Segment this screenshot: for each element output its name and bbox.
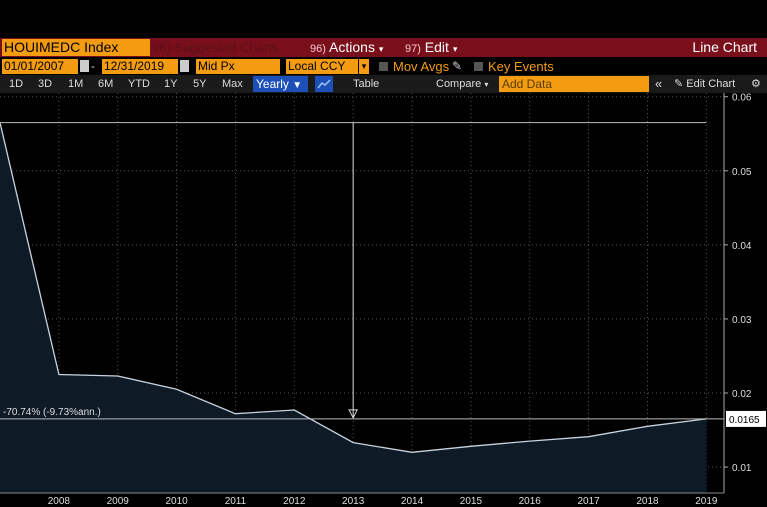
y-tick-label: 0.01	[732, 463, 752, 474]
edit-menu[interactable]: 97) Edit ▾	[405, 39, 457, 56]
ticker-field[interactable]: HOUIMEDC Index	[2, 39, 150, 56]
period-1d[interactable]: 1D	[9, 78, 24, 90]
series-area	[0, 122, 707, 493]
pencil-icon[interactable]: ✎	[452, 59, 463, 73]
x-tick-label: 2009	[107, 496, 130, 507]
mov-avgs-label[interactable]: Mov Avgs	[393, 59, 450, 74]
last-value-label: 0.0165	[729, 415, 760, 426]
chart-type-label: Line Chart	[692, 39, 757, 55]
x-axis-ticks: 2008 2009 2010 2011 2012 2013 2014 2015 2016 2017…	[0, 492, 724, 507]
toolbar-main	[0, 38, 767, 57]
last-value-box	[726, 410, 766, 427]
collapse-icon[interactable]: «	[655, 76, 663, 91]
x-tick-label: 2012	[283, 496, 306, 507]
period-max[interactable]: Max	[222, 78, 243, 90]
period-ytd[interactable]: YTD	[128, 78, 150, 90]
mov-avgs-checkbox[interactable]	[379, 62, 388, 71]
chevron-down-icon: ▾	[484, 80, 489, 89]
x-tick-label: 2013	[342, 496, 365, 507]
change-annotation: -70.74% (-9.73%ann.)	[3, 407, 101, 418]
compare-label: Compare	[436, 78, 482, 90]
date-separator: -	[91, 59, 95, 73]
period-3d[interactable]: 3D	[38, 78, 53, 90]
x-tick-label: 2015	[460, 496, 483, 507]
field-select[interactable]: Mid Px	[196, 59, 280, 74]
period-bar	[0, 75, 767, 93]
add-data-input[interactable]: Add Data	[499, 76, 649, 92]
currency-select[interactable]: Local CCY	[286, 59, 358, 74]
arrow-head	[348, 409, 358, 420]
frequency-select[interactable]: Yearly ▼	[253, 76, 308, 92]
series-line	[0, 122, 707, 453]
x-tick-label: 2016	[519, 496, 542, 507]
gear-icon[interactable]: ⚙	[751, 78, 761, 90]
chevron-down-icon[interactable]: ▾	[359, 59, 369, 74]
y-tick-label: 0.04	[732, 241, 752, 252]
compare-menu[interactable]: Compare ▾	[436, 77, 488, 92]
calendar-icon[interactable]	[80, 60, 89, 72]
y-tick-label: 0.06	[732, 93, 752, 104]
y-axis-ticks: 0.01 0.02 0.03 0.04 0.05 0.06	[724, 93, 752, 474]
actions-menu[interactable]: 96) Actions ▾	[310, 39, 383, 56]
edit-chart-button[interactable]: ✎ Edit Chart	[674, 77, 735, 91]
x-tick-label: 2008	[48, 496, 71, 507]
y-tick-label: 0.02	[732, 389, 752, 400]
table-button[interactable]: Table	[353, 78, 380, 90]
edit-chart-label: Edit Chart	[686, 78, 736, 90]
chevron-down-icon: ▼	[292, 80, 303, 91]
period-1y[interactable]: 1Y	[164, 78, 178, 90]
period-1m[interactable]: 1M	[68, 78, 84, 90]
x-tick-label: 2014	[401, 496, 424, 507]
key-events-label[interactable]: Key Events	[488, 59, 554, 74]
x-tick-label: 2011	[225, 496, 247, 507]
chevron-down-icon: ▾	[378, 44, 384, 54]
line-chart-icon[interactable]	[315, 76, 333, 92]
period-6m[interactable]: 6M	[98, 78, 114, 90]
start-date-field[interactable]: 01/01/2007	[2, 59, 78, 74]
period-5y[interactable]: 5Y	[193, 78, 207, 90]
y-tick-label: 0.05	[732, 167, 752, 178]
x-tick-label: 2010	[165, 496, 188, 507]
actions-number: 96)	[310, 43, 326, 55]
frequency-label: Yearly	[256, 77, 289, 91]
line-chart: -70.74% (-9.73%ann.) 0.010.020.030.040.0…	[0, 93, 766, 507]
x-tick-label: 2019	[695, 496, 718, 507]
chevron-down-icon: ▾	[452, 44, 458, 54]
calendar-icon[interactable]	[180, 60, 189, 72]
x-tick-label: 2018	[636, 496, 659, 507]
suggested-charts-button[interactable]: 96) Suggested Charts	[152, 40, 279, 55]
edit-number: 97)	[405, 43, 421, 55]
change-arrow	[348, 122, 358, 420]
end-date-field[interactable]: 12/31/2019	[102, 59, 178, 74]
edit-label: Edit	[424, 39, 449, 55]
actions-label: Actions	[329, 39, 375, 55]
x-tick-label: 2017	[577, 496, 600, 507]
key-events-checkbox[interactable]	[474, 62, 483, 71]
y-tick-label: 0.03	[732, 315, 752, 326]
pencil-icon: ✎	[674, 78, 684, 90]
